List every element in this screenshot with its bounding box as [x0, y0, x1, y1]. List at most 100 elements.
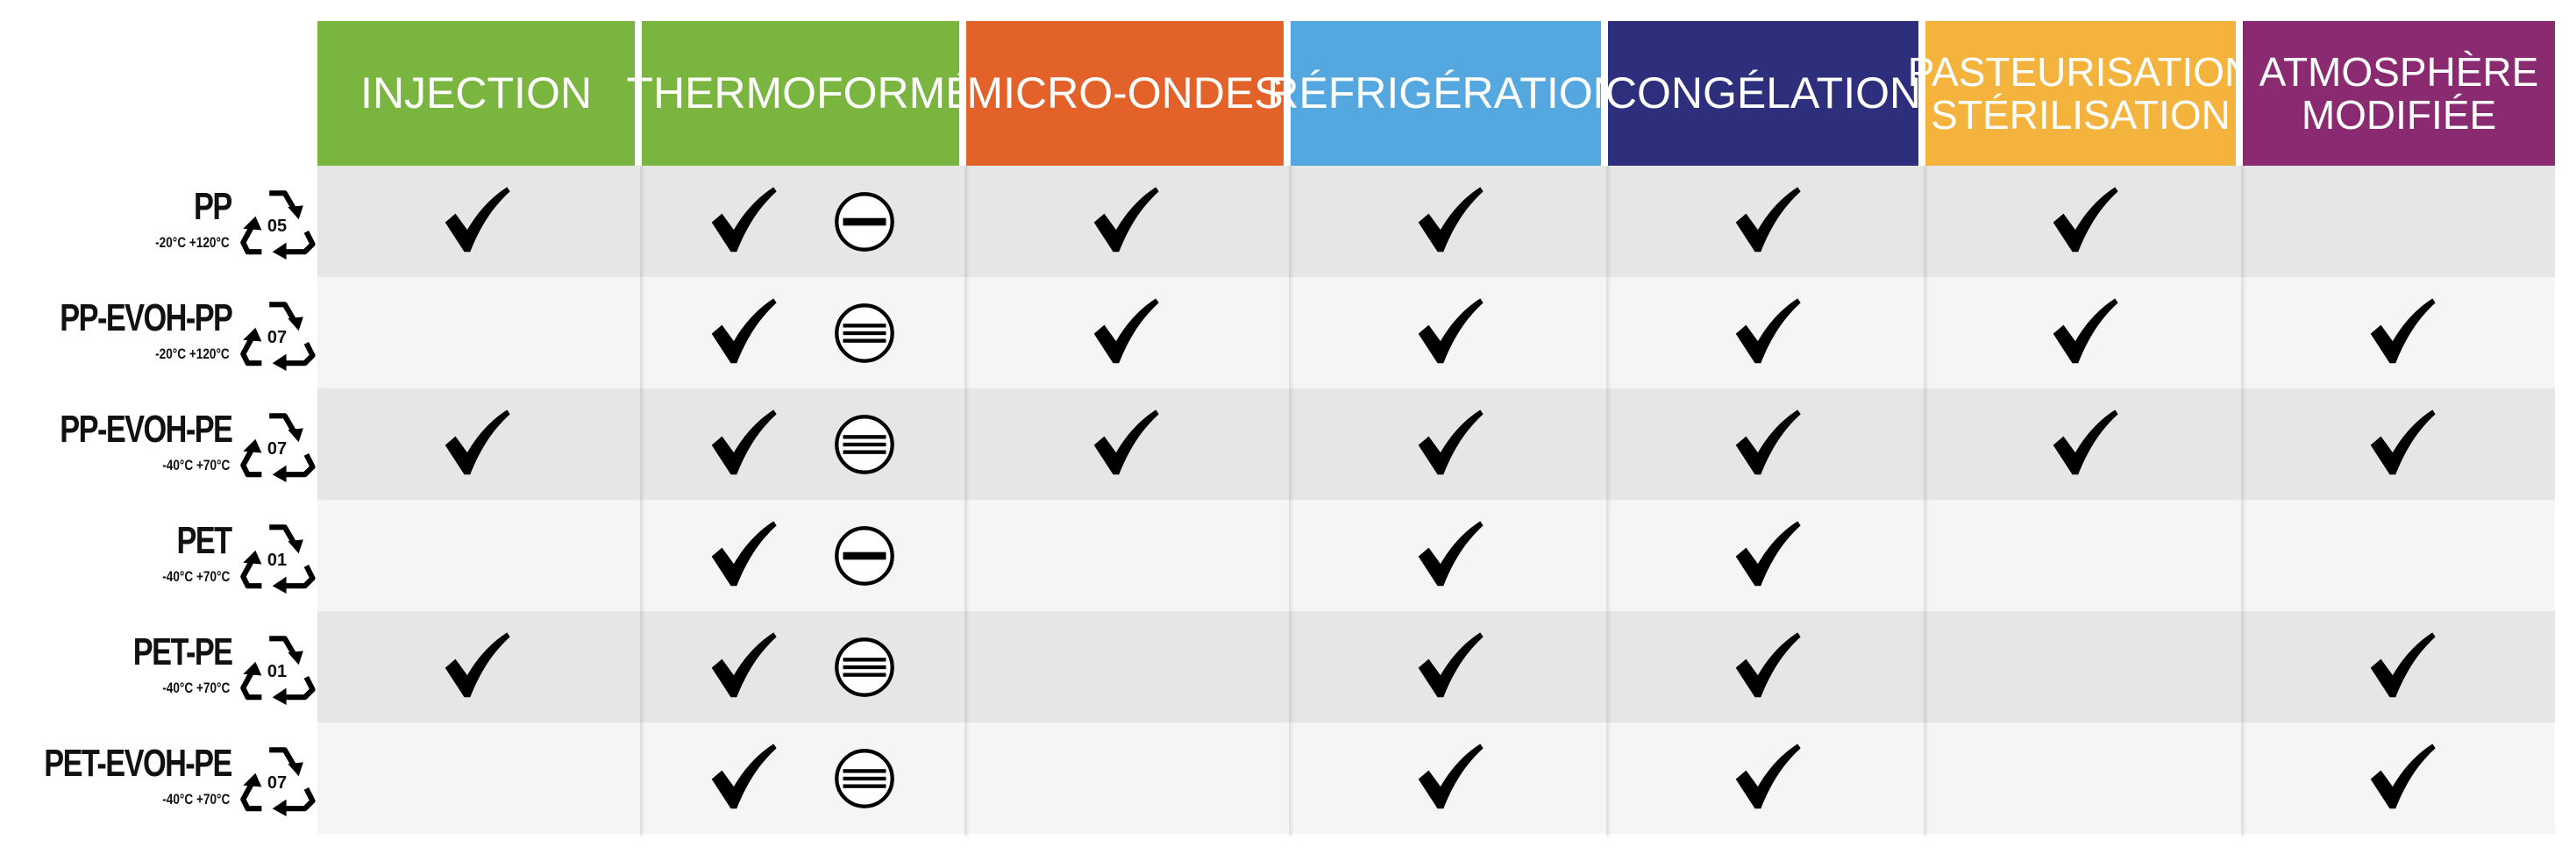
column-header-thermoforme: THERMOFORMÉ — [626, 21, 975, 166]
checkmark-icon — [439, 184, 513, 258]
column-divider — [964, 166, 970, 836]
barrier-level-icon — [833, 190, 896, 253]
column-divider — [1924, 166, 1929, 836]
barrier-level-icon — [833, 524, 896, 587]
column-divider — [1289, 166, 1294, 836]
recycle-code: 07 — [267, 439, 288, 459]
table-row-background — [317, 611, 2555, 722]
checkmark-icon — [2365, 630, 2438, 703]
column-header-label: CONGÉLATION — [1605, 70, 1921, 117]
column-header-label: ATMOSPHÈRE MODIFIÉE — [2259, 51, 2539, 136]
column-header-line: PASTEURISATION — [1907, 49, 2254, 96]
checkmark-icon — [706, 295, 779, 369]
recycle-triangle-icon: 01 — [238, 627, 316, 706]
material-name: PP-EVOH-PP — [59, 296, 233, 339]
checkmark-icon — [1730, 518, 1804, 592]
table-row-background — [317, 388, 2555, 500]
table-row-background — [317, 277, 2555, 388]
recycle-code: 07 — [267, 328, 288, 347]
checkmark-icon — [1088, 295, 1162, 369]
checkmark-icon — [706, 184, 779, 258]
column-header-atmosphere: ATMOSPHÈRE MODIFIÉE — [2243, 21, 2555, 166]
checkmark-icon — [439, 630, 513, 703]
recycle-triangle-icon: 05 — [238, 181, 316, 260]
checkmark-icon — [1413, 184, 1486, 258]
recycle-triangle-icon: 01 — [238, 516, 316, 594]
column-header-micro_ondes: MICRO-ONDES — [966, 21, 1284, 166]
column-header-line: MODIFIÉE — [2301, 91, 2497, 138]
barrier-level-icon — [833, 413, 896, 476]
table-row-background — [317, 500, 2555, 611]
recycle-triangle-icon: 07 — [238, 404, 316, 483]
column-header-label: PASTEURISATION STÉRILISATION — [1908, 51, 2253, 136]
material-label-cell: PP-EVOH-PP -20°C +120°C 07 — [0, 277, 316, 388]
material-label-cell: PET-EVOH-PE -40°C +70°C 07 — [0, 722, 316, 834]
checkmark-icon — [439, 407, 513, 480]
column-header-line: INJECTION — [360, 68, 592, 118]
checkmark-icon — [1730, 407, 1804, 480]
temperature-range: -40°C +70°C — [161, 680, 230, 696]
temperature-range: -40°C +70°C — [161, 457, 230, 473]
barrier-level-icon — [833, 636, 896, 699]
checkmark-icon — [1088, 184, 1162, 258]
material-name: PP — [194, 185, 232, 228]
checkmark-icon — [706, 630, 779, 703]
table-row-background — [317, 166, 2555, 277]
column-header-pasteurisation: PASTEURISATION STÉRILISATION — [1908, 21, 2253, 166]
barrier-level-icon — [833, 747, 896, 810]
barrier-level-icon — [833, 302, 896, 365]
temperature-range: -20°C +120°C — [155, 345, 230, 362]
temperature-range: -40°C +70°C — [161, 568, 230, 585]
material-name: PET-EVOH-PE — [44, 742, 232, 785]
material-label-cell: PP -20°C +120°C 05 — [0, 166, 316, 277]
column-divider — [1606, 166, 1612, 836]
column-header-line: ATMOSPHÈRE — [2259, 49, 2539, 96]
checkmark-icon — [1413, 630, 1486, 703]
checkmark-icon — [2047, 407, 2121, 480]
checkmark-icon — [706, 407, 779, 480]
checkmark-icon — [1730, 741, 1804, 815]
column-header-congelation: CONGÉLATION — [1605, 21, 1921, 166]
recycle-triangle-icon: 07 — [238, 738, 316, 817]
column-header-label: THERMOFORMÉ — [626, 70, 974, 117]
recycle-code: 01 — [267, 662, 288, 681]
checkmark-icon — [706, 518, 779, 592]
material-name: PET-PE — [132, 630, 232, 673]
column-header-line: THERMOFORMÉ — [626, 68, 975, 118]
column-header-line: STÉRILISATION — [1931, 91, 2231, 138]
checkmark-icon — [1088, 407, 1162, 480]
checkmark-icon — [1730, 295, 1804, 369]
column-header-line: CONGÉLATION — [1605, 68, 1922, 118]
recycle-code: 05 — [267, 217, 288, 236]
checkmark-icon — [706, 741, 779, 815]
column-header-line: RÉFRIGÉRATION — [1267, 68, 1625, 118]
temperature-range: -20°C +120°C — [155, 234, 230, 251]
table-row-background — [317, 722, 2555, 834]
checkmark-icon — [1413, 407, 1486, 480]
recycle-code: 07 — [267, 773, 288, 793]
checkmark-icon — [2047, 295, 2121, 369]
material-label-cell: PET-PE -40°C +70°C 01 — [0, 611, 316, 722]
checkmark-icon — [2365, 407, 2438, 480]
recycle-triangle-icon: 07 — [238, 293, 316, 372]
checkmark-icon — [1413, 518, 1486, 592]
material-name: PP-EVOH-PE — [59, 408, 233, 451]
column-divider — [640, 166, 645, 836]
checkmark-icon — [1413, 295, 1486, 369]
material-label-cell: PP-EVOH-PE -40°C +70°C 07 — [0, 388, 316, 500]
checkmark-icon — [1413, 741, 1486, 815]
column-header-label: RÉFRIGÉRATION — [1267, 70, 1624, 117]
column-header-label: MICRO-ONDES — [966, 70, 1283, 117]
checkmark-icon — [2047, 184, 2121, 258]
material-label-cell: PET -40°C +70°C 01 — [0, 500, 316, 611]
checkmark-icon — [2365, 295, 2438, 369]
checkmark-icon — [2365, 741, 2438, 815]
column-header-label: INJECTION — [360, 70, 592, 117]
temperature-range: -40°C +70°C — [161, 791, 230, 808]
material-name: PET — [176, 519, 233, 562]
recycle-code: 01 — [267, 551, 288, 570]
checkmark-icon — [1730, 630, 1804, 703]
column-divider — [2241, 166, 2246, 836]
column-header-refrigeration: RÉFRIGÉRATION — [1267, 21, 1625, 166]
